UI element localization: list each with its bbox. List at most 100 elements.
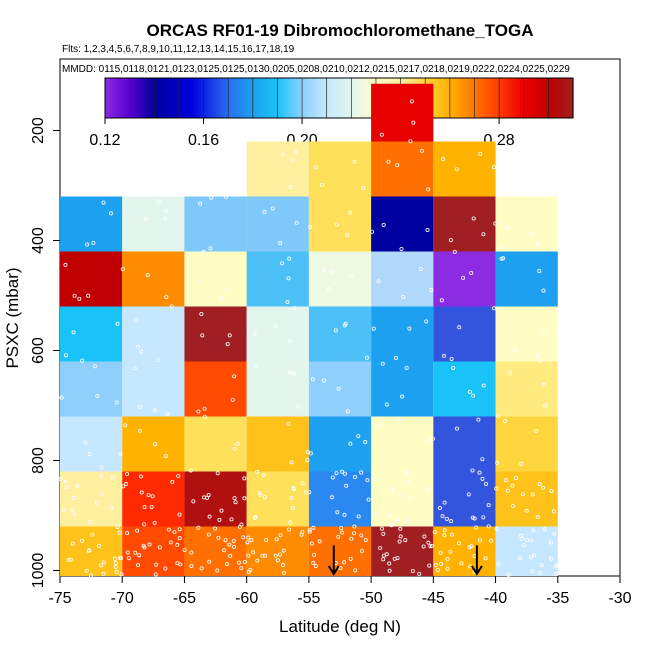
sample-point — [202, 495, 207, 500]
heatmap-cell — [184, 306, 247, 362]
colorbar-segment — [233, 78, 238, 118]
sample-point — [70, 507, 75, 512]
sample-point — [115, 321, 120, 326]
sample-point — [235, 441, 240, 446]
sample-point — [356, 434, 361, 439]
sample-point — [292, 486, 297, 491]
sample-point — [207, 559, 212, 564]
sample-point — [72, 512, 77, 517]
sample-point — [225, 342, 230, 347]
sample-point — [117, 530, 122, 535]
sample-point — [290, 506, 295, 511]
x-tick-label: -75 — [48, 590, 71, 607]
sample-point — [133, 550, 138, 555]
sample-point — [308, 224, 313, 229]
sample-point — [206, 532, 211, 537]
colorbar-segment — [450, 78, 454, 118]
sample-point — [242, 560, 247, 565]
sample-point — [483, 481, 488, 486]
sample-point — [313, 563, 318, 568]
colorbar-segment — [298, 78, 302, 118]
sample-point — [420, 148, 425, 153]
sample-point — [262, 209, 267, 214]
colorbar-segment — [140, 78, 144, 118]
sample-point — [541, 485, 546, 490]
sample-point — [288, 370, 293, 375]
sample-point — [481, 515, 486, 520]
sample-point — [329, 495, 334, 500]
sample-point — [254, 364, 259, 369]
sample-point — [90, 532, 95, 537]
sample-point — [228, 553, 233, 558]
marker-arrow-head — [471, 565, 483, 576]
sample-point — [80, 538, 85, 543]
x-tick-label: -55 — [297, 590, 320, 607]
sample-point — [189, 550, 194, 555]
sample-point — [417, 571, 422, 576]
colorbar-segment — [523, 78, 527, 118]
sample-point — [232, 374, 237, 379]
sample-point — [467, 389, 472, 394]
sample-point — [264, 538, 269, 543]
colorbar-segment — [488, 78, 492, 118]
heatmap-cell — [184, 416, 247, 472]
sample-point — [389, 486, 394, 491]
colorbar-tick-label: 0.12 — [89, 132, 120, 149]
sample-point — [450, 532, 455, 537]
colorbar-segment — [145, 78, 150, 118]
heatmap-cell — [60, 471, 123, 527]
sample-point — [135, 528, 140, 533]
heatmap-cell — [122, 361, 185, 417]
colorbar-segment — [198, 78, 203, 118]
sample-point — [442, 528, 447, 533]
sample-point — [400, 394, 405, 399]
sample-point — [317, 539, 322, 544]
sample-point — [230, 397, 235, 402]
sample-point — [541, 382, 546, 387]
colorbar-segment — [514, 78, 519, 118]
colorbar-segment — [181, 78, 185, 118]
colorbar-segment — [271, 78, 276, 118]
colorbar-segment — [107, 78, 112, 118]
colorbar-segment — [534, 78, 539, 118]
sample-point — [519, 533, 524, 538]
sample-point — [322, 267, 327, 272]
sample-point — [506, 572, 511, 577]
sample-point — [132, 366, 137, 371]
colorbar: 0.120.160.200.240.28 — [89, 77, 574, 149]
colorbar-segment — [143, 78, 147, 118]
sample-point — [216, 535, 221, 540]
colorbar-segment — [336, 78, 340, 118]
sample-point — [84, 568, 89, 573]
sample-points — [58, 99, 560, 578]
sample-point — [257, 491, 262, 496]
sample-point — [217, 517, 222, 522]
sample-point — [436, 568, 441, 573]
colorbar-segment — [236, 78, 241, 118]
heatmap-cell — [246, 196, 309, 252]
sample-point — [114, 569, 119, 574]
flights-label: Flts: 1,2,3,4,5,6,7,8,9,10,11,12,13,14,1… — [62, 44, 295, 55]
sample-point — [199, 566, 204, 571]
y-tick-label: 200 — [30, 117, 47, 144]
heatmap-cell — [495, 471, 558, 527]
sample-point — [152, 521, 157, 526]
sample-point — [222, 548, 227, 553]
colorbar-segment — [353, 78, 358, 118]
sample-point — [139, 490, 144, 495]
sample-point — [309, 541, 314, 546]
colorbar-segment — [567, 78, 571, 118]
sample-point — [100, 492, 105, 497]
sample-point — [353, 568, 358, 573]
sample-point — [307, 490, 312, 495]
sample-point — [534, 428, 539, 433]
sample-point — [366, 497, 371, 502]
heatmap-cell — [246, 306, 309, 362]
sample-point — [182, 547, 187, 552]
sample-point — [270, 206, 275, 211]
colorbar-segment — [157, 78, 162, 118]
sample-point — [71, 495, 76, 500]
x-axis-label: Latitude (deg N) — [279, 617, 401, 636]
colorbar-segment — [482, 78, 486, 118]
heatmap-cell — [184, 471, 247, 527]
